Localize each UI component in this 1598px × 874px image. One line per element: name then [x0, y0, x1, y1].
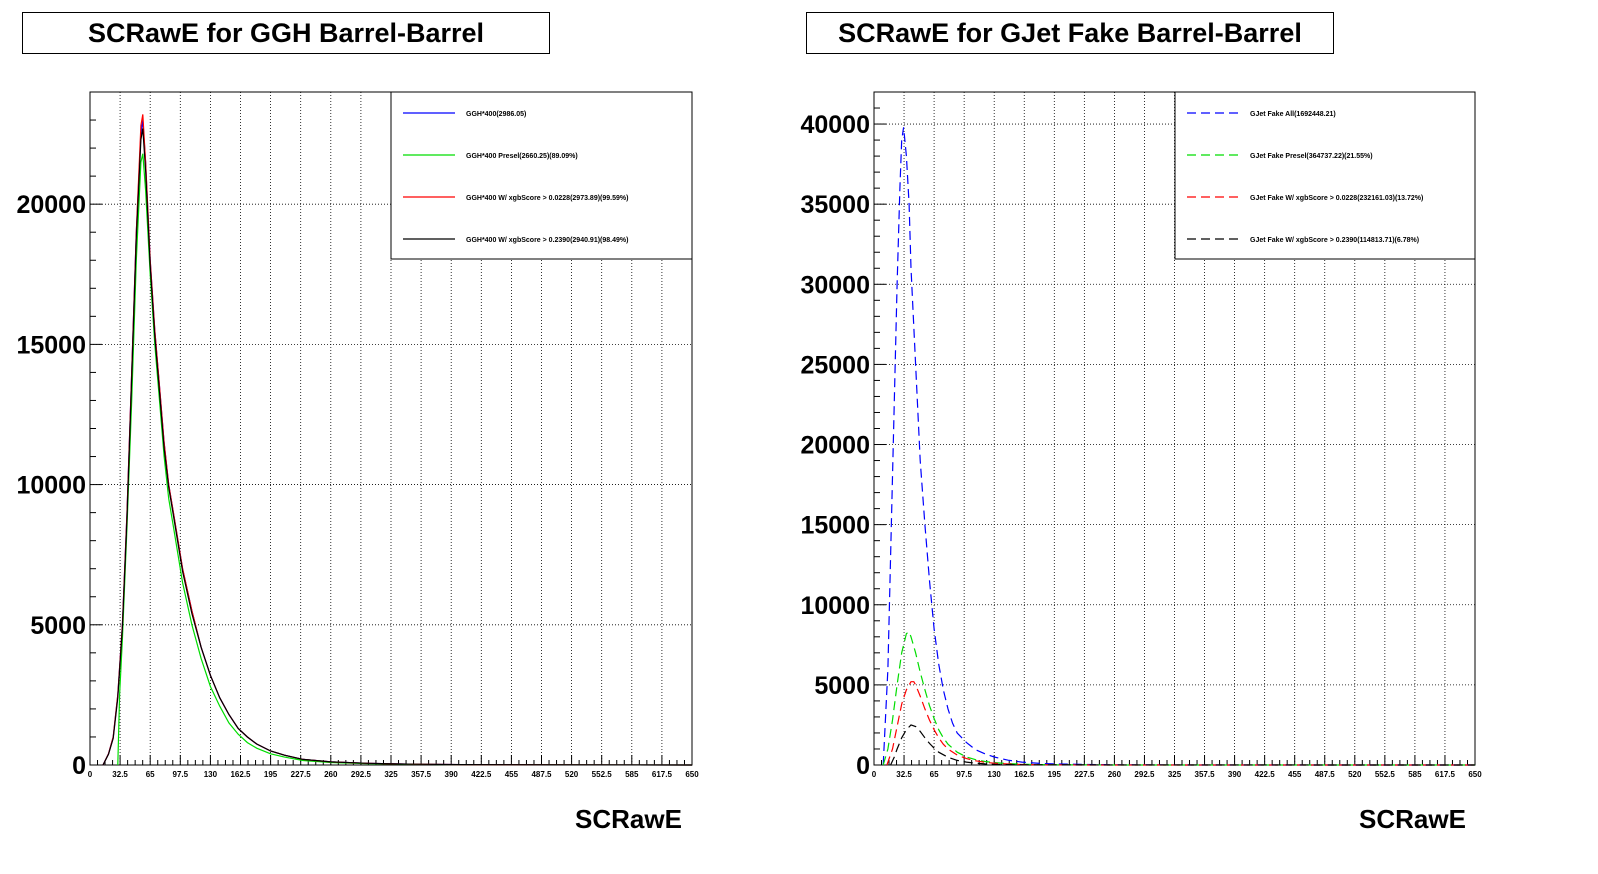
x-tick-label: 97.5 [956, 770, 972, 779]
x-tick-label: 552.5 [1375, 770, 1396, 779]
y-tick-label: 10000 [800, 592, 870, 620]
y-tick-label: 40000 [800, 111, 870, 139]
series-line [882, 127, 1475, 766]
y-tick-label: 30000 [800, 271, 870, 299]
series-line [117, 153, 693, 766]
y-tick-label: 0 [856, 752, 870, 780]
x-tick-label: 162.5 [1014, 770, 1035, 779]
x-axis-label: SCRawE [1359, 804, 1466, 834]
x-tick-label: 585 [1408, 770, 1422, 779]
legend-label: GJet Fake Presel(364737.22)(21.55%) [1250, 153, 1373, 160]
x-axis: 0 32.5 65 97.5 130 162.5 195 227.5 260 292.5 325 35… [88, 755, 699, 779]
x-tick-label: 260 [324, 770, 338, 779]
legend: GJet Fake All(1692448.21) GJet Fake Prese… [1174, 91, 1476, 260]
x-tick-label: 97.5 [173, 770, 189, 779]
x-tick-label: 195 [1048, 770, 1062, 779]
legend-label: GGH*400 Presel(2660.25)(89.09%) [466, 153, 578, 160]
y-tick-label: 15000 [800, 512, 870, 540]
x-tick-label: 195 [264, 770, 278, 779]
chart-panel-ggh: SCRawE for GGH Barrel-Barrel 0 32.5 65 97.5… [16, 12, 699, 834]
x-tick-label: 520 [1348, 770, 1362, 779]
y-tick-label: 20000 [800, 432, 870, 460]
x-tick-label: 227.5 [1074, 770, 1095, 779]
x-tick-label: 227.5 [291, 770, 312, 779]
y-tick-label: 15000 [16, 331, 86, 359]
x-axis: 0 32.5 65 97.5 130 162.5 195 227.5 260 292.5 325 35… [872, 755, 1482, 779]
y-tick-label: 10000 [16, 472, 86, 500]
x-tick-label: 130 [988, 770, 1002, 779]
y-tick-label: 5000 [814, 672, 870, 700]
grid [90, 92, 692, 765]
x-tick-label: 617.5 [652, 770, 673, 779]
x-tick-label: 455 [1288, 770, 1302, 779]
legend-label: GJet Fake W/ xgbScore > 0.0228(232161.03… [1250, 195, 1423, 202]
y-axis: 0 5000 10000 15000 20000 [16, 91, 102, 780]
x-tick-label: 650 [1468, 770, 1482, 779]
legend-box [1174, 91, 1476, 260]
series-line [890, 724, 1476, 766]
x-tick-label: 130 [204, 770, 218, 779]
legend: GGH*400(2986.05) GGH*400 Presel(2660.25)(… [390, 91, 693, 260]
y-tick-label: 25000 [800, 351, 870, 379]
x-axis-label: SCRawE [575, 804, 682, 834]
x-tick-label: 162.5 [230, 770, 251, 779]
x-tick-label: 455 [505, 770, 519, 779]
x-tick-label: 390 [1228, 770, 1242, 779]
x-tick-label: 357.5 [1195, 770, 1216, 779]
x-tick-label: 260 [1108, 770, 1122, 779]
legend-label: GGH*400(2986.05) [466, 111, 526, 118]
plot-area: 0 32.5 65 97.5 130 162.5 195 227.5 260 292.5 325 35… [16, 91, 699, 780]
x-tick-label: 325 [1168, 770, 1182, 779]
x-tick-label: 422.5 [1255, 770, 1276, 779]
series-line [102, 128, 693, 766]
x-tick-label: 292.5 [351, 770, 372, 779]
x-tick-label: 0 [872, 770, 877, 779]
y-tick-label: 5000 [30, 612, 86, 640]
series-group [102, 114, 693, 766]
x-tick-label: 357.5 [411, 770, 432, 779]
chart-title: SCRawE for GJet Fake Barrel-Barrel [806, 12, 1334, 54]
x-tick-label: 32.5 [896, 770, 912, 779]
x-tick-label: 325 [384, 770, 398, 779]
legend-label: GJet Fake All(1692448.21) [1250, 111, 1336, 118]
y-tick-label: 35000 [800, 191, 870, 219]
x-tick-label: 552.5 [592, 770, 613, 779]
x-tick-label: 487.5 [1315, 770, 1336, 779]
series-group [882, 127, 1476, 766]
x-tick-label: 487.5 [531, 770, 552, 779]
x-tick-label: 650 [685, 770, 699, 779]
x-tick-label: 390 [445, 770, 459, 779]
x-tick-label: 585 [625, 770, 639, 779]
x-tick-label: 292.5 [1134, 770, 1155, 779]
plot-area: 0 32.5 65 97.5 130 162.5 195 227.5 260 292.5 325 35… [800, 91, 1482, 780]
x-tick-label: 520 [565, 770, 579, 779]
x-tick-label: 65 [930, 770, 939, 779]
series-line [882, 631, 1475, 766]
y-axis: 0 5000 10000 15000 20000 25000 30000 35000 40000 [800, 91, 886, 780]
chart-title: SCRawE for GGH Barrel-Barrel [22, 12, 550, 54]
x-tick-label: 0 [88, 770, 93, 779]
x-tick-label: 32.5 [112, 770, 128, 779]
y-tick-label: 20000 [16, 191, 86, 219]
legend-label: GJet Fake W/ xgbScore > 0.2390(114813.71… [1250, 237, 1419, 244]
x-tick-label: 422.5 [471, 770, 492, 779]
legend-box [390, 91, 693, 260]
chart-panel-gjet: SCRawE for GJet Fake Barrel-Barrel 0 32.5… [799, 0, 1598, 874]
x-tick-label: 617.5 [1435, 770, 1456, 779]
x-tick-label: 65 [146, 770, 155, 779]
legend-label: GGH*400 W/ xgbScore > 0.2390(2940.91)(98… [466, 237, 628, 244]
legend-label: GGH*400 W/ xgbScore > 0.0228(2973.89)(99… [466, 195, 628, 202]
series-line [886, 681, 1475, 766]
y-tick-label: 0 [72, 752, 86, 780]
